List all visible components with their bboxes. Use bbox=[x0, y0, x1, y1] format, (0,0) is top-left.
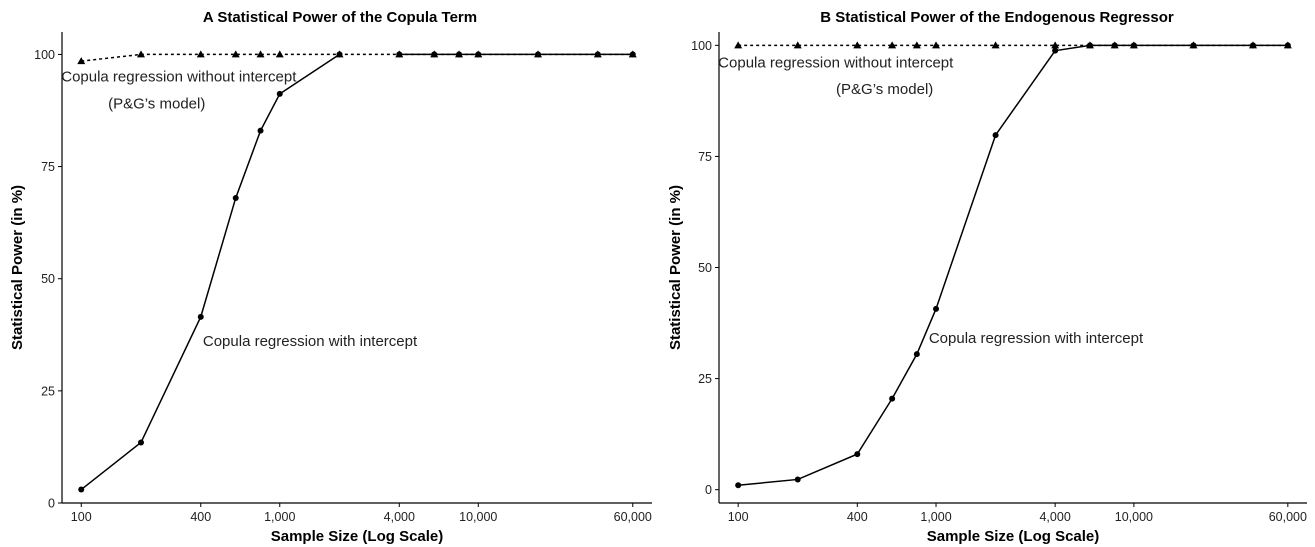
circle-point bbox=[794, 476, 801, 483]
y-tick-label: 75 bbox=[698, 150, 712, 164]
triangle-point bbox=[734, 41, 743, 49]
y-tick-label: 25 bbox=[698, 372, 712, 386]
circle-point bbox=[629, 51, 636, 58]
annotation-label: (P&G’s model) bbox=[836, 81, 933, 98]
series-line-with-intercept bbox=[80, 53, 340, 491]
triangle-point bbox=[1283, 41, 1292, 49]
y-tick-label: 100 bbox=[34, 48, 55, 62]
circle-point bbox=[913, 351, 920, 358]
y-tick-label: 100 bbox=[691, 39, 712, 53]
triangle-point bbox=[1129, 41, 1138, 49]
triangle-point bbox=[1189, 41, 1198, 49]
triangle-point bbox=[335, 50, 344, 58]
annotation-label: Copula regression with intercept bbox=[929, 330, 1144, 347]
x-tick-label: 1,000 bbox=[264, 510, 295, 524]
y-tick-label: 50 bbox=[698, 261, 712, 275]
panel-a: A Statistical Power of the Copula Term 0 2… bbox=[9, 9, 652, 545]
circle-point bbox=[431, 51, 438, 58]
x-axis-title: Sample Size (Log Scale) bbox=[927, 528, 1100, 545]
x-tick-label: 60,000 bbox=[1269, 510, 1307, 524]
triangle-point bbox=[256, 50, 265, 58]
circle-point bbox=[396, 51, 403, 58]
y-tick-label: 50 bbox=[41, 272, 55, 286]
triangle-point bbox=[136, 50, 145, 58]
circle-point bbox=[889, 395, 896, 402]
triangle-point bbox=[77, 57, 86, 65]
circle-point bbox=[137, 439, 144, 446]
y-tick-label: 0 bbox=[705, 483, 712, 497]
circle-point bbox=[535, 51, 542, 58]
triangle-point bbox=[1085, 41, 1094, 49]
x-axis-title: Sample Size (Log Scale) bbox=[271, 528, 444, 545]
triangle-point bbox=[991, 41, 1000, 49]
y-tick-label: 25 bbox=[41, 384, 55, 398]
circle-point bbox=[257, 127, 264, 134]
x-tick-label: 100 bbox=[728, 510, 749, 524]
panel-title: A Statistical Power of the Copula Term bbox=[203, 9, 477, 26]
annotation-label: Copula regression with intercept bbox=[203, 333, 418, 350]
annotation-label: Copula regression without intercept bbox=[61, 68, 297, 85]
annotation-label: (P&G’s model) bbox=[108, 95, 205, 112]
circle-point bbox=[1052, 47, 1059, 54]
circle-point bbox=[276, 90, 283, 97]
y-axis-title: Statistical Power (in %) bbox=[667, 185, 684, 350]
series-line-without-intercept bbox=[81, 53, 633, 62]
triangle-point bbox=[1248, 41, 1257, 49]
circle-point bbox=[456, 51, 463, 58]
circle-point bbox=[854, 451, 861, 458]
triangle-point bbox=[196, 50, 205, 58]
triangle-point bbox=[1110, 41, 1119, 49]
triangle-point bbox=[793, 41, 802, 49]
circle-point bbox=[78, 486, 85, 493]
series-line-with-intercept bbox=[738, 44, 1288, 486]
panel-title: B Statistical Power of the Endogenous Re… bbox=[820, 9, 1174, 26]
circle-point bbox=[197, 313, 204, 320]
x-tick-label: 4,000 bbox=[1039, 510, 1070, 524]
x-tick-label: 1,000 bbox=[920, 510, 951, 524]
triangle-point bbox=[1051, 41, 1060, 49]
annotation-label: Copula regression without intercept bbox=[718, 55, 954, 72]
y-tick-label: 0 bbox=[48, 497, 55, 511]
circle-point bbox=[992, 132, 999, 139]
triangle-point bbox=[231, 50, 240, 58]
circle-point bbox=[933, 305, 940, 312]
panel-b: B Statistical Power of the Endogenous Re… bbox=[667, 9, 1307, 545]
x-tick-label: 60,000 bbox=[614, 510, 652, 524]
circle-point bbox=[475, 51, 482, 58]
triangle-point bbox=[932, 41, 941, 49]
triangle-point bbox=[888, 41, 897, 49]
x-tick-label: 100 bbox=[71, 510, 92, 524]
x-tick-label: 10,000 bbox=[459, 510, 497, 524]
x-tick-label: 400 bbox=[190, 510, 211, 524]
y-tick-label: 75 bbox=[41, 160, 55, 174]
circle-point bbox=[735, 482, 742, 489]
y-axis-title: Statistical Power (in %) bbox=[9, 185, 26, 350]
circle-point bbox=[594, 51, 601, 58]
circle-point bbox=[232, 194, 239, 201]
triangle-point bbox=[912, 41, 921, 49]
x-tick-label: 4,000 bbox=[384, 510, 415, 524]
x-tick-label: 400 bbox=[847, 510, 868, 524]
triangle-point bbox=[275, 50, 284, 58]
x-tick-label: 10,000 bbox=[1115, 510, 1153, 524]
triangle-point bbox=[853, 41, 862, 49]
